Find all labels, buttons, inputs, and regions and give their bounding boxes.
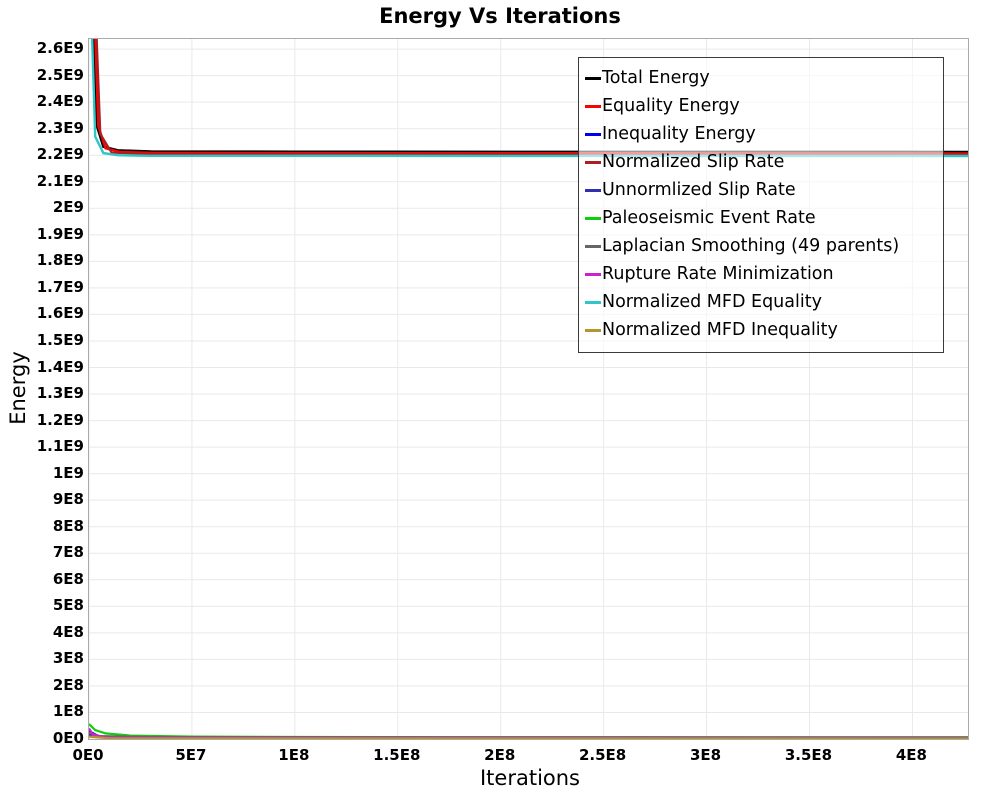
legend-swatch	[585, 300, 601, 304]
plot-area: Total Energy Equality Energy Inequality En…	[88, 38, 969, 740]
legend-swatch	[585, 188, 601, 192]
chart-title: Energy Vs Iterations	[379, 4, 621, 28]
legend-item: Laplacian Smoothing (49 parents)	[585, 232, 937, 260]
y-tick-label: 2.2E9	[36, 145, 84, 164]
y-tick-label: 2E8	[52, 675, 84, 694]
x-tick-label: 4E8	[895, 746, 927, 764]
y-tick-label: 1E9	[52, 463, 84, 482]
legend-item: Normalized MFD Equality	[585, 288, 937, 316]
x-tick-label: 1.5E8	[373, 746, 421, 764]
legend-item: Paleoseismic Event Rate	[585, 204, 937, 232]
legend-label: Normalized Slip Rate	[602, 152, 785, 172]
y-tick-label: 7E8	[52, 543, 84, 562]
y-tick-label: 6E8	[52, 569, 84, 588]
legend-swatch	[585, 244, 601, 248]
legend-label: Equality Energy	[602, 96, 740, 116]
legend-item: Equality Energy	[585, 92, 937, 120]
legend-label: Paleoseismic Event Rate	[602, 208, 816, 228]
legend-box: Total Energy Equality Energy Inequality En…	[578, 57, 944, 353]
legend-label: Unnormlized Slip Rate	[602, 180, 796, 200]
y-axis-title: Energy	[6, 351, 30, 425]
legend-label: Inequality Energy	[602, 124, 756, 144]
y-tick-label: 1.3E9	[36, 384, 84, 403]
y-tick-label: 1.9E9	[36, 224, 84, 243]
y-tick-label: 2.3E9	[36, 118, 84, 137]
legend-label: Normalized MFD Equality	[602, 292, 822, 312]
y-tick-label: 1.1E9	[36, 437, 84, 456]
x-tick-label: 2E8	[484, 746, 516, 764]
legend-item: Rupture Rate Minimization	[585, 260, 937, 288]
legend-swatch	[585, 328, 601, 332]
legend-item: Inequality Energy	[585, 120, 937, 148]
y-tick-label: 1.5E9	[36, 330, 84, 349]
y-tick-label: 2E9	[52, 198, 84, 217]
legend-item: Normalized MFD Inequality	[585, 316, 937, 344]
legend-label: Rupture Rate Minimization	[602, 264, 834, 284]
y-tick-label: 1.4E9	[36, 357, 84, 376]
series-line	[89, 735, 968, 739]
y-tick-label: 1.6E9	[36, 304, 84, 323]
legend-item: Normalized Slip Rate	[585, 148, 937, 176]
y-tick-label: 0E0	[52, 729, 84, 747]
legend-item: Unnormlized Slip Rate	[585, 176, 937, 204]
x-tick-label: 2.5E8	[578, 746, 627, 764]
y-tick-label: 3E8	[52, 649, 84, 668]
legend-swatch	[585, 132, 601, 136]
x-tick-label: 1E8	[278, 746, 310, 764]
legend-label: Total Energy	[602, 68, 710, 88]
x-tick-label: 5E7	[175, 746, 207, 764]
legend-swatch	[585, 216, 601, 220]
y-tick-label: 1E8	[52, 702, 84, 721]
y-tick-label: 1.8E9	[36, 251, 84, 270]
series-line	[89, 723, 968, 739]
y-tick-label: 1.7E9	[36, 277, 84, 296]
legend-swatch	[585, 104, 601, 108]
y-tick-label: 4E8	[52, 622, 84, 641]
y-tick-label: 5E8	[52, 596, 84, 615]
y-tick-label: 9E8	[52, 490, 84, 509]
y-tick-label: 2.4E9	[36, 92, 84, 111]
legend-item: Total Energy	[585, 64, 937, 92]
series-line	[90, 39, 968, 158]
y-tick-label: 8E8	[52, 516, 84, 535]
x-tick-label: 0E0	[72, 746, 104, 764]
x-tick-label: 3E8	[690, 746, 722, 764]
y-tick-label: 1.2E9	[36, 410, 84, 429]
legend-label: Normalized MFD Inequality	[602, 320, 838, 340]
series-line	[95, 39, 968, 156]
legend-label: Laplacian Smoothing (49 parents)	[602, 236, 900, 256]
legend-swatch	[585, 76, 601, 80]
legend-swatch	[585, 160, 601, 164]
x-axis-title: Iterations	[479, 766, 581, 790]
legend-swatch	[585, 272, 601, 276]
y-tick-label: 2.6E9	[36, 39, 84, 58]
x-tick-label: 3.5E8	[784, 746, 833, 764]
y-tick-label: 2.1E9	[36, 171, 84, 190]
y-tick-label: 2.5E9	[36, 65, 84, 84]
